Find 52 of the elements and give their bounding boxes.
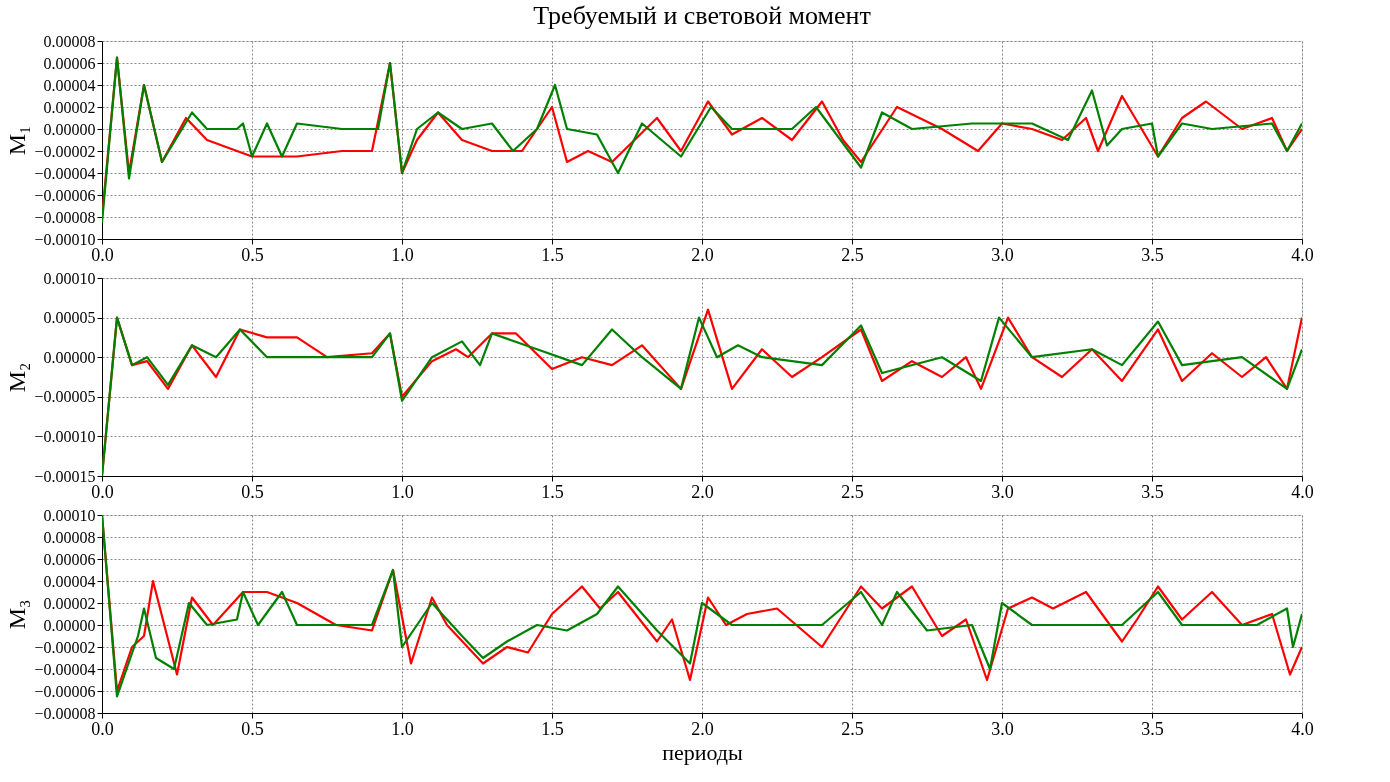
x-axis-title: периоды xyxy=(662,739,744,765)
y-tick-label: −0.00002 xyxy=(34,638,96,656)
x-tick-label: 2.5 xyxy=(841,718,864,739)
chart-title: Требуемый и световой момент xyxy=(533,1,871,30)
y-tick-label: 0.00002 xyxy=(43,98,96,116)
x-tick-label: 1.5 xyxy=(541,481,564,502)
x-tick-label: 1.0 xyxy=(391,718,414,739)
x-tick-label: 1.5 xyxy=(541,718,564,739)
y-tick-label: 0.00000 xyxy=(43,120,96,138)
y-tick-label: −0.00004 xyxy=(34,660,96,678)
x-tick-label: 3.0 xyxy=(991,718,1014,739)
x-tick-label: 2.5 xyxy=(841,481,864,502)
x-tick-label: 1.0 xyxy=(391,481,414,502)
x-tick-label: 1.0 xyxy=(391,244,414,265)
y-tick-label: −0.00004 xyxy=(34,164,96,182)
x-tick-label: 4.0 xyxy=(1291,718,1314,739)
y-tick-label: 0.00000 xyxy=(43,348,96,366)
y-tick-label: 0.00010 xyxy=(43,506,96,524)
x-tick-label: 0.5 xyxy=(241,481,264,502)
y-tick-label: 0.00010 xyxy=(43,269,96,287)
x-tick-label: 2.0 xyxy=(691,481,714,502)
y-axis-title: M₁ xyxy=(4,125,31,156)
x-tick-label: 3.5 xyxy=(1141,481,1164,502)
y-tick-label: −0.00005 xyxy=(34,388,96,406)
y-tick-label: 0.00002 xyxy=(43,594,96,612)
x-tick-label: 1.5 xyxy=(541,244,564,265)
x-tick-label: 3.5 xyxy=(1141,718,1164,739)
x-tick-label: 2.5 xyxy=(841,244,864,265)
y-axis-title: M₂ xyxy=(4,362,31,393)
y-tick-label: −0.00006 xyxy=(34,186,96,204)
y-tick-label: 0.00008 xyxy=(43,32,96,50)
y-tick-label: 0.00006 xyxy=(43,54,96,72)
y-tick-label: 0.00004 xyxy=(43,76,96,94)
x-tick-label: 2.0 xyxy=(691,718,714,739)
y-tick-label: 0.00006 xyxy=(43,550,96,568)
y-tick-label: −0.00002 xyxy=(34,142,96,160)
x-tick-label: 4.0 xyxy=(1291,244,1314,265)
y-tick-label: −0.00006 xyxy=(34,682,96,700)
y-tick-label: 0.00008 xyxy=(43,528,96,546)
y-axis-title: M₃ xyxy=(4,599,31,630)
y-tick-label: 0.00004 xyxy=(43,572,96,590)
y-tick-label: 0.00005 xyxy=(43,309,96,327)
y-tick-label: −0.00008 xyxy=(34,208,96,226)
y-tick-label: 0.00000 xyxy=(43,616,96,634)
x-tick-label: 4.0 xyxy=(1291,481,1314,502)
x-tick-label: 3.0 xyxy=(991,244,1014,265)
x-tick-label: 0.5 xyxy=(241,718,264,739)
x-tick-label: 0.5 xyxy=(241,244,264,265)
y-tick-label: −0.00010 xyxy=(34,427,96,445)
x-tick-label: 2.0 xyxy=(691,244,714,265)
x-tick-label: 3.5 xyxy=(1141,244,1164,265)
x-tick-label: 3.0 xyxy=(991,481,1014,502)
